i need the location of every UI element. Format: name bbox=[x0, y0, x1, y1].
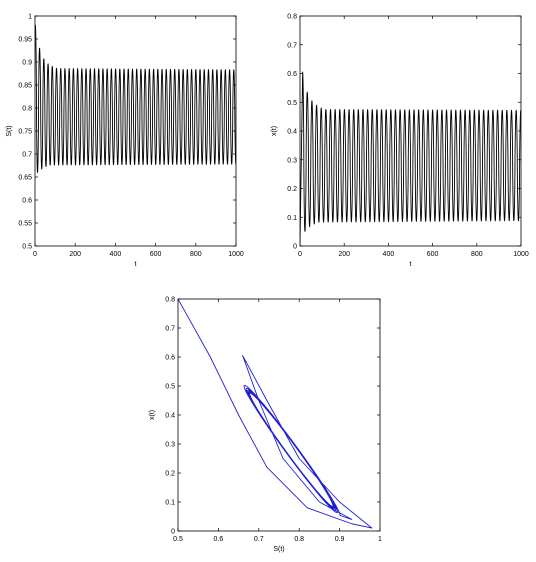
y-tick-label: 0.75 bbox=[18, 129, 32, 136]
x-axis-label: t bbox=[135, 261, 137, 268]
x-tick-label: 1000 bbox=[228, 251, 244, 258]
x-tick-label: 800 bbox=[190, 251, 202, 258]
y-tick-label: 0.1 bbox=[287, 215, 297, 222]
y-tick-label: 0.4 bbox=[287, 129, 297, 136]
x-tick-label: 600 bbox=[150, 251, 162, 258]
x-tick-label: 0.9 bbox=[335, 536, 345, 543]
y-tick-label: 0.85 bbox=[18, 83, 32, 90]
chart-top-left: 0 200 400 600 800 1000 0.5 0.55 0.6 0.65 0.7 0.75 0.… bbox=[6, 14, 244, 269]
y-tick-label: 0.6 bbox=[165, 355, 175, 362]
x-axis-label: t bbox=[410, 261, 412, 268]
y-tick-label: 0.5 bbox=[165, 384, 175, 391]
x-tick-label: 200 bbox=[69, 251, 81, 258]
x-tick-label: 0.8 bbox=[294, 536, 304, 543]
y-tick-label: 0 bbox=[171, 529, 175, 536]
x-tick-label: 0.6 bbox=[214, 536, 224, 543]
x-axis-label: S(t) bbox=[273, 546, 284, 553]
y-tick-label: 1 bbox=[28, 14, 32, 21]
y-tick-label: 0.4 bbox=[165, 413, 175, 420]
plot-frame bbox=[177, 298, 381, 532]
y-tick-label: 0 bbox=[293, 244, 297, 251]
y-tick-label: 0.7 bbox=[165, 326, 175, 333]
y-axis-label: S(t) bbox=[6, 125, 13, 136]
y-tick-label: 0.5 bbox=[22, 244, 32, 251]
x-tick-label: 0.7 bbox=[254, 536, 264, 543]
chart-bottom-phase: 0.5 0.6 0.7 0.8 0.9 1 0 0.1 0.2 0.3 0.4 0.5 0.6 0.7 0.… bbox=[149, 297, 382, 554]
y-tick-label: 0.8 bbox=[287, 14, 297, 21]
x-tick-label: 200 bbox=[338, 251, 350, 258]
chart-top-right: 0 200 400 600 800 1000 0 0.1 0.2 0.3 0.4 0.5 0.6 0.7 0… bbox=[271, 14, 529, 269]
y-tick-label: 0.1 bbox=[165, 500, 175, 507]
series-line bbox=[300, 71, 521, 244]
y-tick-label: 0.6 bbox=[287, 71, 297, 78]
y-tick-label: 0.7 bbox=[287, 42, 297, 49]
x-tick-label: 0 bbox=[298, 251, 302, 258]
y-tick-label: 0.5 bbox=[287, 100, 297, 107]
y-tick-label: 0.2 bbox=[165, 471, 175, 478]
y-tick-label: 0.65 bbox=[18, 175, 32, 182]
y-tick-label: 0.55 bbox=[18, 221, 32, 228]
y-tick-label: 0.9 bbox=[22, 60, 32, 67]
y-tick-label: 0.7 bbox=[22, 152, 32, 159]
series-line bbox=[35, 24, 236, 173]
y-tick-label: 0.3 bbox=[165, 442, 175, 449]
y-axis-label: x(t) bbox=[149, 410, 156, 420]
y-tick-label: 0.95 bbox=[18, 37, 32, 44]
x-tick-label: 400 bbox=[110, 251, 122, 258]
y-axis-label: x(t) bbox=[271, 126, 278, 136]
y-tick-label: 0.3 bbox=[287, 157, 297, 164]
y-tick-label: 0.2 bbox=[287, 186, 297, 193]
x-tick-label: 0 bbox=[33, 251, 37, 258]
series-line bbox=[178, 299, 373, 529]
y-tick-label: 0.8 bbox=[165, 297, 175, 304]
y-tick-label: 0.8 bbox=[22, 106, 32, 113]
x-tick-label: 800 bbox=[471, 251, 483, 258]
y-tick-label: 0.6 bbox=[22, 198, 32, 205]
x-tick-label: 1000 bbox=[513, 251, 529, 258]
x-tick-label: 600 bbox=[427, 251, 439, 258]
x-tick-label: 1 bbox=[378, 536, 382, 543]
x-tick-label: 400 bbox=[383, 251, 395, 258]
x-tick-label: 0.5 bbox=[173, 536, 183, 543]
